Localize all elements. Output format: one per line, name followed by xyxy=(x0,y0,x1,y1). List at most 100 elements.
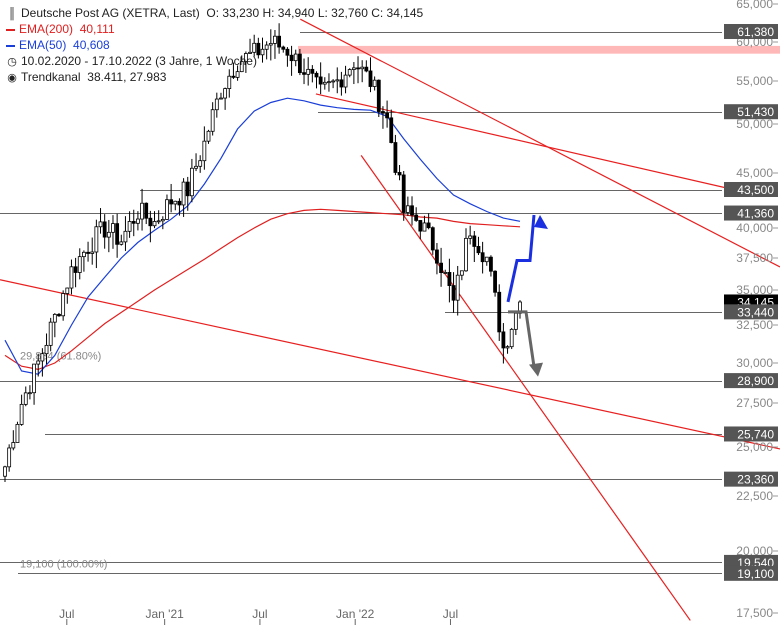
candle-body xyxy=(169,199,174,205)
trendline-layer xyxy=(0,18,780,621)
level-label-bg xyxy=(724,426,778,442)
candle-body xyxy=(476,246,481,254)
bearish-arrowhead xyxy=(529,362,543,377)
candle-body xyxy=(185,181,190,197)
candle-body xyxy=(451,285,456,301)
candle-body xyxy=(364,66,369,72)
candle-body xyxy=(497,291,502,333)
x-tick-label: Jul xyxy=(252,607,267,621)
candle-body xyxy=(360,66,365,70)
candle-body xyxy=(90,251,95,254)
ohlc-values: O: 33,230 H: 34,940 L: 32,760 C: 34,145 xyxy=(206,6,424,20)
candle-body xyxy=(82,251,86,258)
candle-body xyxy=(165,199,169,220)
candle-body xyxy=(111,223,115,233)
candle-body xyxy=(277,35,282,48)
candle-body xyxy=(127,221,132,232)
candle-body xyxy=(136,218,140,224)
bearish-arrow xyxy=(508,310,536,367)
trend-line-2 xyxy=(315,93,734,191)
level-label-bg xyxy=(724,182,778,197)
level-label-bg xyxy=(724,304,778,320)
candle-body xyxy=(489,256,493,272)
candle-body xyxy=(223,88,228,99)
level-labels: 61,38051,43043,50041,36034,14533,44028,9… xyxy=(724,24,778,581)
candle-body xyxy=(376,79,381,112)
candle-body xyxy=(210,109,215,132)
bullish-arrow xyxy=(506,214,536,303)
level-label: 41,360 xyxy=(737,207,774,221)
y-axis: 17,500 20,000 22,500 25,000 27,500 30,000 32,5… xyxy=(736,0,778,620)
candle-body xyxy=(40,353,45,362)
fib-label-1: 19,100 (100.00%) xyxy=(20,558,107,570)
legend-period-row: ◷ 10.02.2020 - 17.10.2022 (3 Jahre, 1 Woc… xyxy=(6,53,423,69)
candle-body xyxy=(281,46,286,50)
period-label: 10.02.2020 - 17.10.2022 (3 Jahre, 1 Woch… xyxy=(21,54,257,68)
candle-body xyxy=(464,237,468,272)
x-tick-label: Jul xyxy=(443,607,458,621)
y-tick-label: 22,500 xyxy=(736,489,773,503)
candle-body xyxy=(189,167,194,197)
candle-body xyxy=(152,221,157,227)
legend-ema200-row: EMA(200) 40,111 xyxy=(6,21,423,37)
candle-body xyxy=(289,54,294,62)
candle-body xyxy=(484,256,489,263)
candle-body xyxy=(260,48,265,56)
candle-body xyxy=(397,172,402,176)
level-label-bg xyxy=(724,24,778,40)
candle-body xyxy=(148,217,153,227)
candle-body xyxy=(513,312,518,330)
candle-body xyxy=(198,160,203,167)
y-tick-label: 20,000 xyxy=(736,544,773,558)
ema200-line xyxy=(4,208,521,371)
ema50-swatch xyxy=(6,44,15,47)
level-label: 28,900 xyxy=(737,374,774,388)
candle-body xyxy=(509,328,514,348)
candle-body xyxy=(119,241,124,245)
ema50-value: 40,608 xyxy=(73,38,110,52)
level-label-bg xyxy=(724,565,778,581)
candle-body xyxy=(144,202,149,219)
candle-body xyxy=(501,331,506,349)
candle-body xyxy=(243,53,248,62)
candle-body xyxy=(73,266,78,273)
candle-body xyxy=(273,35,277,44)
candle-body xyxy=(318,76,323,85)
candle-body xyxy=(102,221,107,238)
candle-body xyxy=(468,235,473,239)
ema200-value: 40,111 xyxy=(79,22,115,36)
y-tick-label: 30,000 xyxy=(736,356,773,370)
candle-body xyxy=(7,447,12,468)
candle-body xyxy=(268,43,273,46)
arrow-layer xyxy=(506,214,548,377)
y-tick-label: 37,500 xyxy=(736,251,773,265)
candle-body xyxy=(123,230,128,243)
level-label-bg xyxy=(724,471,778,487)
candle-body xyxy=(65,287,70,294)
trend-line-1 xyxy=(300,18,780,268)
legend-trend-row: ◉ Trendkanal 38.411, 27.983 xyxy=(6,69,423,85)
candle-body xyxy=(77,256,82,273)
legend-title-row: ║ Deutsche Post AG (XETRA, Last) O: 33,23… xyxy=(6,5,423,21)
ema-layer xyxy=(4,97,521,375)
candle-body xyxy=(32,363,36,394)
candle-body xyxy=(306,68,311,75)
fib-label-0: 29,834 (61.80%) xyxy=(20,351,101,363)
candle-body xyxy=(115,223,120,245)
candle-body xyxy=(327,81,331,84)
y-tick-label: 55,000 xyxy=(736,74,773,88)
candle-body xyxy=(227,75,232,89)
candle-body xyxy=(235,71,240,78)
candle-body xyxy=(347,69,352,76)
candle-body xyxy=(285,48,290,56)
candle-body xyxy=(439,262,443,273)
candle-body xyxy=(264,44,269,50)
candle-body xyxy=(44,344,49,355)
candle-body xyxy=(206,130,211,142)
candle-body xyxy=(239,61,244,73)
resistance-zone xyxy=(298,45,780,54)
y-tick-label: 32,500 xyxy=(736,318,773,332)
candle-body xyxy=(322,81,327,85)
y-tick-label: 65,000 xyxy=(736,0,773,11)
